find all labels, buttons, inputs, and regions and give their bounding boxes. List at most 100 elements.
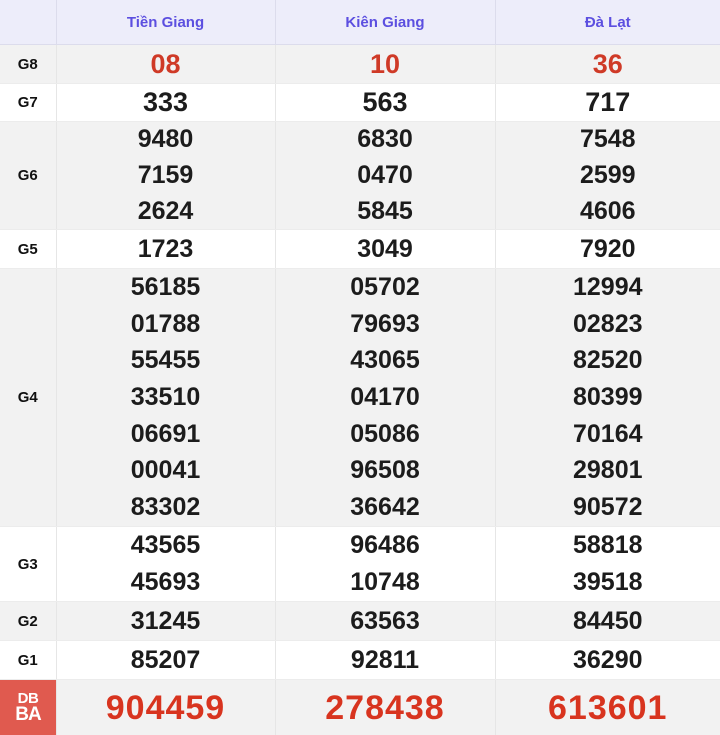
prize-label-g3: G3 [0, 527, 56, 602]
table-row: G6 9480 7159 2624 6830 0470 5845 7548 25 [0, 122, 720, 230]
special-prize-number: 904459 [106, 691, 225, 725]
prize-label-g6: G6 [0, 122, 56, 230]
prize-number: 5845 [357, 199, 413, 224]
special-prize-badge: DB BA [0, 680, 56, 735]
prize-number: 83302 [131, 495, 201, 520]
prize-number: 02823 [573, 312, 643, 337]
prize-cell-g2-p2: 63563 [275, 602, 495, 641]
prize-number: 9480 [138, 127, 194, 152]
prize-cell-g1-p3: 36290 [495, 641, 720, 680]
prize-cell-g2-p3: 84450 [495, 602, 720, 641]
special-prize-cell-p3: 613601 [495, 680, 720, 735]
special-prize-number: 278438 [325, 691, 444, 725]
prize-number: 29801 [573, 458, 643, 483]
prize-number: 96486 [350, 533, 420, 558]
prize-number: 00041 [131, 458, 201, 483]
prize-label-g5: G5 [0, 230, 56, 269]
prize-number: 08 [150, 51, 180, 78]
prize-number: 63563 [350, 609, 420, 634]
prize-number: 45693 [131, 570, 201, 595]
prize-number: 82520 [573, 348, 643, 373]
table-row: G7 333 563 717 [0, 84, 720, 122]
prize-number: 2599 [580, 163, 636, 188]
prize-number: 85207 [131, 648, 201, 673]
prize-cell-g7-p1: 333 [56, 84, 275, 122]
prize-number: 4606 [580, 199, 636, 224]
prize-cell-g6-p2: 6830 0470 5845 [275, 122, 495, 230]
prize-cell-g1-p1: 85207 [56, 641, 275, 680]
prize-label-g8: G8 [0, 45, 56, 84]
prize-cell-g4-p2: 05702 79693 43065 04170 05086 96508 3664… [275, 269, 495, 527]
header-label-column [0, 0, 56, 45]
prize-number: 39518 [573, 570, 643, 595]
special-prize-number: 613601 [548, 691, 667, 725]
prize-number: 7159 [138, 163, 194, 188]
prize-cell-g3-p1: 43565 45693 [56, 527, 275, 602]
prize-cell-g5-p2: 3049 [275, 230, 495, 269]
prize-cell-g4-p1: 56185 01788 55455 33510 06691 00041 8330… [56, 269, 275, 527]
prize-cell-g3-p2: 96486 10748 [275, 527, 495, 602]
prize-number: 10748 [350, 570, 420, 595]
prize-cell-g4-p3: 12994 02823 82520 80399 70164 29801 9057… [495, 269, 720, 527]
prize-number: 70164 [573, 422, 643, 447]
prize-number: 333 [143, 89, 188, 116]
prize-number: 3049 [357, 237, 413, 262]
prize-cell-g7-p3: 717 [495, 84, 720, 122]
table-body: G8 08 10 36 G7 333 [0, 45, 720, 735]
prize-number: 563 [362, 89, 407, 116]
prize-number: 717 [585, 89, 630, 116]
header-province-2: Kiên Giang [275, 0, 495, 45]
prize-number: 55455 [131, 348, 201, 373]
prize-cell-g8-p3: 36 [495, 45, 720, 84]
prize-number: 6830 [357, 127, 413, 152]
prize-cell-g1-p2: 92811 [275, 641, 495, 680]
prize-number: 1723 [138, 237, 194, 262]
header-province-1: Tiền Giang [56, 0, 275, 45]
prize-number: 36290 [573, 648, 643, 673]
prize-label-g1: G1 [0, 641, 56, 680]
prize-number: 56185 [131, 275, 201, 300]
badge-line-2: BA [15, 706, 40, 723]
prize-number: 2624 [138, 199, 194, 224]
prize-label-g7: G7 [0, 84, 56, 122]
prize-cell-g3-p3: 58818 39518 [495, 527, 720, 602]
prize-number: 80399 [573, 385, 643, 410]
prize-number: 7920 [580, 237, 636, 262]
prize-number: 84450 [573, 609, 643, 634]
prize-number: 05702 [350, 275, 420, 300]
special-prize-row: DB BA [0, 680, 720, 735]
prize-number: 79693 [350, 312, 420, 337]
prize-number: 06691 [131, 422, 201, 447]
table-row: G2 31245 63563 84450 [0, 602, 720, 641]
prize-cell-g2-p1: 31245 [56, 602, 275, 641]
special-prize-cell-p1: 904459 [56, 680, 275, 735]
prize-number: 01788 [131, 312, 201, 337]
prize-number: 36 [593, 51, 623, 78]
header-row: Tiền Giang Kiên Giang Đà Lạt [0, 0, 720, 45]
table-row: G8 08 10 36 [0, 45, 720, 84]
table-row: G3 43565 45693 96486 10748 58818 39518 [0, 527, 720, 602]
prize-number: 36642 [350, 495, 420, 520]
prize-number: 31245 [131, 609, 201, 634]
special-prize-label-cell: DB BA [0, 680, 56, 735]
prize-number: 58818 [573, 533, 643, 558]
table-row: G5 1723 3049 7920 [0, 230, 720, 269]
prize-number: 04170 [350, 385, 420, 410]
table-header: Tiền Giang Kiên Giang Đà Lạt [0, 0, 720, 45]
prize-number: 10 [370, 51, 400, 78]
prize-cell-g8-p2: 10 [275, 45, 495, 84]
prize-cell-g6-p3: 7548 2599 4606 [495, 122, 720, 230]
prize-cell-g8-p1: 08 [56, 45, 275, 84]
prize-number: 43565 [131, 533, 201, 558]
prize-number: 90572 [573, 495, 643, 520]
table-row: G4 56185 01788 55455 33510 06691 00041 8… [0, 269, 720, 527]
prize-number: 7548 [580, 127, 636, 152]
header-province-3: Đà Lạt [495, 0, 720, 45]
prize-cell-g5-p1: 1723 [56, 230, 275, 269]
prize-number: 05086 [350, 422, 420, 447]
prize-number: 33510 [131, 385, 201, 410]
prize-label-g4: G4 [0, 269, 56, 527]
prize-number: 92811 [351, 648, 419, 673]
prize-number: 12994 [573, 275, 643, 300]
prize-cell-g5-p3: 7920 [495, 230, 720, 269]
